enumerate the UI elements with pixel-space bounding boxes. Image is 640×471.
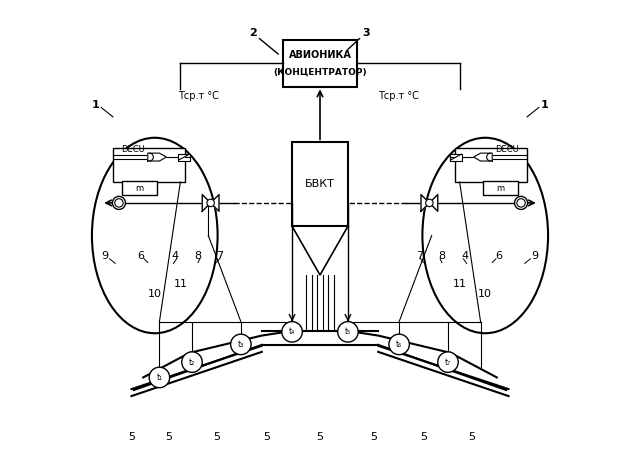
Text: 5: 5: [317, 431, 323, 442]
Circle shape: [515, 196, 527, 210]
Text: (КОНЦЕНТРАТОР): (КОНЦЕНТРАТОР): [273, 67, 367, 76]
Text: Тср.т °С: Тср.т °С: [178, 91, 219, 101]
Polygon shape: [202, 195, 219, 211]
Circle shape: [389, 334, 410, 355]
Ellipse shape: [422, 138, 548, 333]
Bar: [178, 154, 190, 161]
Circle shape: [113, 196, 125, 210]
Text: Тср.т °С: Тср.т °С: [378, 91, 419, 101]
Circle shape: [426, 199, 433, 207]
Text: 8: 8: [195, 252, 202, 261]
Polygon shape: [148, 153, 166, 161]
Text: 5: 5: [128, 431, 135, 442]
Text: t₆: t₆: [396, 340, 403, 349]
Text: 11: 11: [452, 279, 467, 289]
Text: DECU: DECU: [121, 145, 145, 154]
Circle shape: [182, 352, 202, 373]
Text: 5: 5: [468, 431, 475, 442]
Circle shape: [149, 367, 170, 388]
Text: t₂: t₂: [189, 357, 195, 366]
Text: t₄: t₄: [289, 327, 295, 336]
Text: 1: 1: [92, 100, 100, 110]
Ellipse shape: [92, 138, 218, 333]
Text: 5: 5: [263, 431, 270, 442]
Polygon shape: [474, 153, 492, 161]
Text: 11: 11: [173, 279, 188, 289]
Text: 5: 5: [370, 431, 377, 442]
Text: 6: 6: [496, 252, 502, 261]
Text: 7: 7: [216, 252, 223, 261]
Text: 3: 3: [363, 28, 371, 38]
Text: 5: 5: [420, 431, 427, 442]
Text: БВКТ: БВКТ: [305, 179, 335, 189]
Circle shape: [338, 322, 358, 342]
Text: 6: 6: [138, 252, 144, 261]
Text: t₃: t₃: [237, 340, 244, 349]
Text: 5: 5: [213, 431, 220, 442]
Text: 5: 5: [165, 431, 172, 442]
Bar: [292, 142, 348, 226]
Bar: [122, 181, 157, 195]
Text: 8: 8: [438, 252, 445, 261]
Bar: [113, 148, 185, 182]
Text: t₇: t₇: [445, 357, 451, 366]
Text: 10: 10: [478, 289, 492, 299]
Text: t₅: t₅: [345, 327, 351, 336]
Text: 7: 7: [417, 252, 424, 261]
Bar: [450, 154, 462, 161]
Circle shape: [230, 334, 251, 355]
Polygon shape: [292, 226, 348, 275]
Bar: [483, 181, 518, 195]
Circle shape: [517, 199, 525, 207]
Text: 2: 2: [248, 28, 257, 38]
Circle shape: [282, 322, 302, 342]
Text: АВИОНИКА: АВИОНИКА: [289, 50, 351, 60]
Text: m: m: [135, 184, 143, 193]
Text: m: m: [497, 184, 505, 193]
Text: 4: 4: [461, 252, 468, 261]
Text: 1: 1: [540, 100, 548, 110]
Circle shape: [207, 199, 214, 207]
Text: t₁: t₁: [156, 373, 163, 382]
Circle shape: [438, 352, 458, 373]
Circle shape: [115, 199, 123, 207]
Bar: [455, 148, 527, 182]
Polygon shape: [421, 195, 438, 211]
Text: DECU: DECU: [495, 145, 519, 154]
Text: 9: 9: [101, 252, 109, 261]
Text: 9: 9: [531, 252, 539, 261]
Text: 4: 4: [172, 252, 179, 261]
Bar: [283, 40, 357, 87]
Text: 10: 10: [148, 289, 162, 299]
